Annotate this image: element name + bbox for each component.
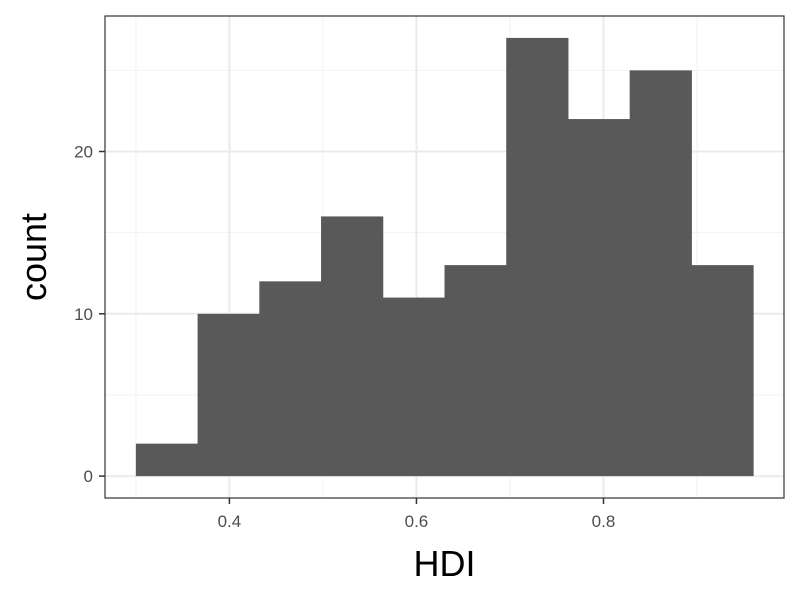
y-tick-label: 0	[84, 467, 93, 486]
histogram-bar	[444, 265, 507, 477]
panel-border	[104, 15, 785, 499]
x-tick-label: 0.8	[592, 512, 616, 531]
histogram-bar	[629, 70, 692, 477]
histogram-bar	[197, 313, 260, 477]
histogram-bars	[135, 37, 754, 477]
x-axis-title: HDI	[414, 543, 476, 584]
y-tick-label: 10	[74, 305, 93, 324]
histogram-bar	[382, 297, 445, 477]
y-tick-labels: 0 10 20	[74, 143, 93, 487]
histogram-bar	[506, 37, 569, 477]
y-axis-title: count	[13, 213, 54, 301]
histogram-bar	[259, 281, 322, 477]
histogram-bar	[567, 119, 631, 477]
x-tick-labels: 0.4 0.6 0.8	[218, 512, 616, 531]
y-tick-label: 20	[74, 143, 93, 162]
histogram-bar	[321, 216, 384, 477]
histogram-bar	[135, 443, 199, 477]
histogram-bar	[691, 265, 754, 477]
x-tick-label: 0.6	[405, 512, 429, 531]
x-tick-label: 0.4	[218, 512, 242, 531]
axis-ticks	[99, 150, 605, 504]
